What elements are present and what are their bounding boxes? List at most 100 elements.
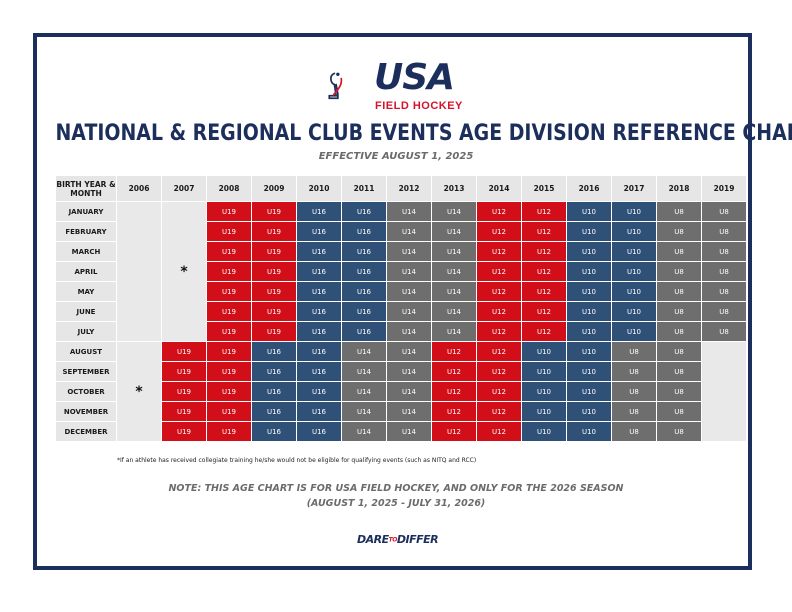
division-cell: U14 xyxy=(342,362,386,381)
footnote: *If an athlete has received collegiate t… xyxy=(117,457,477,464)
division-cell: U16 xyxy=(252,382,296,401)
age-division-table: BIRTH YEAR & MONTH 2006 2007 2008 2009 2010 20… xyxy=(55,175,747,442)
division-cell: U16 xyxy=(342,322,386,341)
division-cell: U16 xyxy=(297,422,341,441)
usa-field-hockey-logo xyxy=(328,72,343,100)
division-cell: U10 xyxy=(522,382,566,401)
month-label: OCTOBER xyxy=(56,382,116,401)
month-label: DECEMBER xyxy=(56,422,116,441)
logo-subtext: FIELD HOCKEY xyxy=(375,100,463,112)
division-cell: U12 xyxy=(522,202,566,221)
division-cell: U12 xyxy=(477,302,521,321)
month-label: JUNE xyxy=(56,302,116,321)
division-cell: U10 xyxy=(567,222,611,241)
division-cell: U8 xyxy=(657,302,701,321)
division-cell: U8 xyxy=(702,282,746,301)
division-cell: U16 xyxy=(297,382,341,401)
division-cell: U12 xyxy=(522,222,566,241)
division-cell: U19 xyxy=(207,302,251,321)
division-cell: U19 xyxy=(207,262,251,281)
division-cell: U8 xyxy=(657,422,701,441)
division-cell: U12 xyxy=(522,282,566,301)
division-cell: U19 xyxy=(207,342,251,361)
division-cell: U12 xyxy=(432,342,476,361)
division-cell: U16 xyxy=(342,222,386,241)
division-cell: U16 xyxy=(342,282,386,301)
division-cell: U12 xyxy=(477,422,521,441)
division-cell: U10 xyxy=(612,262,656,281)
division-cell: U19 xyxy=(252,222,296,241)
division-cell: U19 xyxy=(207,202,251,221)
division-cell: U16 xyxy=(252,362,296,381)
division-cell: U12 xyxy=(477,402,521,421)
division-cell: U8 xyxy=(702,262,746,281)
division-cell: U12 xyxy=(477,282,521,301)
division-cell: U16 xyxy=(297,322,341,341)
tagline-differ: DIFFER xyxy=(396,533,439,546)
division-cell: U19 xyxy=(252,262,296,281)
division-cell: U14 xyxy=(387,342,431,361)
division-cell: U19 xyxy=(252,202,296,221)
division-cell: U12 xyxy=(477,382,521,401)
division-cell: U8 xyxy=(702,222,746,241)
division-cell: U19 xyxy=(252,282,296,301)
division-cell: U8 xyxy=(657,282,701,301)
division-cell: U16 xyxy=(342,302,386,321)
year-header: 2007 xyxy=(162,176,206,201)
division-cell: U10 xyxy=(567,342,611,361)
tagline-to: TO xyxy=(388,536,398,544)
year-header: 2015 xyxy=(522,176,566,201)
division-cell: U12 xyxy=(522,322,566,341)
division-cell: U14 xyxy=(387,262,431,281)
division-cell: U16 xyxy=(297,202,341,221)
division-cell: U12 xyxy=(432,402,476,421)
corner-header: BIRTH YEAR & MONTH xyxy=(56,176,116,201)
asterisk-cell: * xyxy=(117,342,161,441)
division-cell: U8 xyxy=(657,342,701,361)
division-cell: U14 xyxy=(342,422,386,441)
year-header: 2018 xyxy=(657,176,701,201)
division-cell: U10 xyxy=(567,382,611,401)
division-cell: U14 xyxy=(387,322,431,341)
division-cell: U14 xyxy=(387,222,431,241)
division-cell: U19 xyxy=(162,422,206,441)
table-row: AUGUST * U19 U19 U16 U16 U14 U14 U12 U12 U10 U10 U8 U… xyxy=(56,342,746,441)
division-cell: U14 xyxy=(342,382,386,401)
division-cell: U10 xyxy=(522,402,566,421)
division-cell: U10 xyxy=(567,202,611,221)
division-cell: U8 xyxy=(702,302,746,321)
table-row: FEBRUARY U19 U19 U16 U16 U14 U14 U12 U12 U10 U10 U8… xyxy=(56,222,746,241)
division-cell: U14 xyxy=(432,282,476,301)
division-cell: U19 xyxy=(162,362,206,381)
division-cell: U19 xyxy=(207,222,251,241)
division-cell: U12 xyxy=(477,262,521,281)
division-cell: U8 xyxy=(612,422,656,441)
year-header: 2019 xyxy=(702,176,746,201)
division-cell: U12 xyxy=(522,262,566,281)
division-cell: U10 xyxy=(612,302,656,321)
division-cell: U8 xyxy=(612,382,656,401)
division-cell: U14 xyxy=(387,282,431,301)
table-row: APRIL U19 U19 U16 U16 U14 U14 U12 U12 U10 U10 U8 U8 xyxy=(56,262,746,281)
division-cell: U16 xyxy=(297,362,341,381)
division-cell: U10 xyxy=(567,302,611,321)
division-cell: U16 xyxy=(342,262,386,281)
year-header: 2017 xyxy=(612,176,656,201)
table-row: NOVEMBER U19 U19 U16 U16 U14 U14 U12 U12 U10 U10 U8… xyxy=(56,402,746,421)
division-cell: U8 xyxy=(657,362,701,381)
month-label: AUGUST xyxy=(56,342,116,361)
division-cell: U12 xyxy=(432,382,476,401)
division-cell: U8 xyxy=(657,382,701,401)
table-row: SEPTEMBER U19 U19 U16 U16 U14 U14 U12 U12 U10 U10 U… xyxy=(56,362,746,381)
division-cell: U14 xyxy=(342,402,386,421)
division-cell: U10 xyxy=(522,362,566,381)
division-cell: U16 xyxy=(297,242,341,261)
blank-cell xyxy=(702,342,746,441)
dare-to-differ-tagline: DARETODIFFER xyxy=(357,533,439,546)
season-note-line1: NOTE: THIS AGE CHART IS FOR USA FIELD HO… xyxy=(168,483,624,494)
division-cell: U19 xyxy=(252,242,296,261)
division-cell: U8 xyxy=(702,202,746,221)
division-cell: U16 xyxy=(297,282,341,301)
division-cell: U16 xyxy=(297,302,341,321)
year-header: 2016 xyxy=(567,176,611,201)
